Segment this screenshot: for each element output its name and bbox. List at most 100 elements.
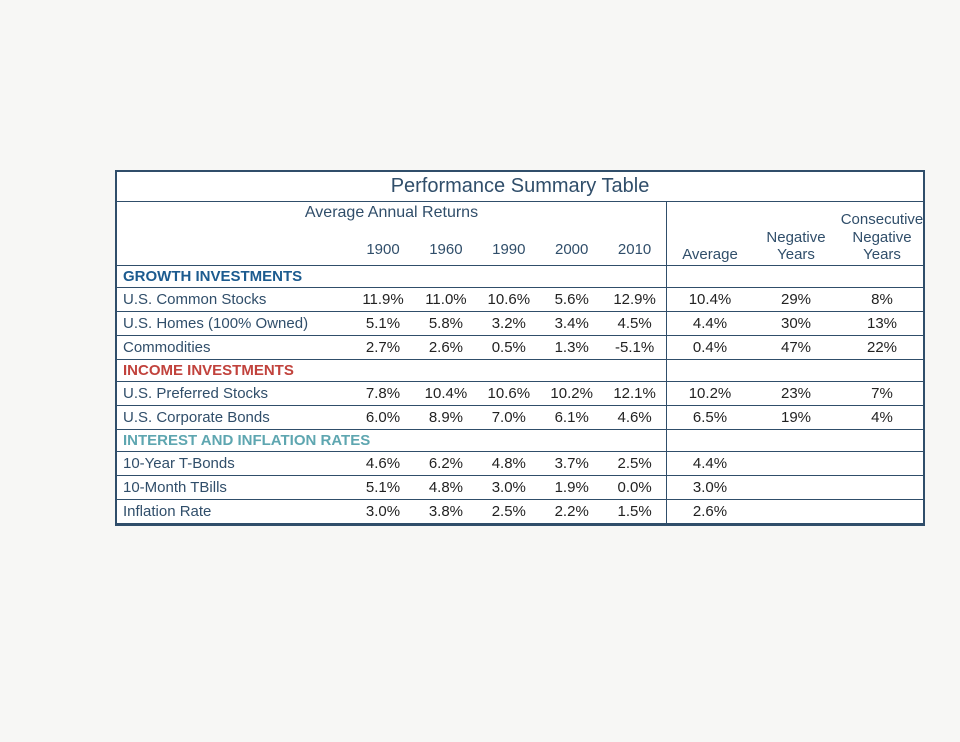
section-header: INCOME INVESTMENTS xyxy=(117,359,923,381)
cell-value: 3.0% xyxy=(667,476,753,499)
section-label: GROWTH INVESTMENTS xyxy=(117,266,666,287)
year-col-1990: 1990 xyxy=(477,241,540,258)
year-columns-header: 1900 1960 1990 2000 2010 xyxy=(117,223,666,260)
cell-value: 0.5% xyxy=(477,336,540,359)
cell-value: 7% xyxy=(839,382,925,405)
cell-value: 11.0% xyxy=(414,288,477,311)
row-left: Commodities2.7%2.6%0.5%1.3%-5.1% xyxy=(117,336,667,359)
average-annual-returns-label: Average Annual Returns xyxy=(117,202,666,223)
cell-value: 7.8% xyxy=(352,382,415,405)
cell-value: 2.5% xyxy=(477,500,540,523)
table-row: U.S. Common Stocks11.9%11.0%10.6%5.6%12.… xyxy=(117,287,923,311)
row-label: U.S. Corporate Bonds xyxy=(117,406,352,429)
cell-value: 22% xyxy=(839,336,925,359)
cell-value: 10.2% xyxy=(667,382,753,405)
cell-value: 12.9% xyxy=(603,288,666,311)
year-col-1960: 1960 xyxy=(414,241,477,258)
cell-value: 10.2% xyxy=(540,382,603,405)
row-left: U.S. Preferred Stocks7.8%10.4%10.6%10.2%… xyxy=(117,382,667,405)
cell-value: 3.0% xyxy=(352,500,415,523)
col-consecutive-negative-years: Consecutive Negative Years xyxy=(839,211,925,263)
cell-value: 4.8% xyxy=(477,452,540,475)
cell-value: 3.7% xyxy=(540,452,603,475)
cell-value: 19% xyxy=(753,406,839,429)
table-title: Performance Summary Table xyxy=(117,172,923,202)
section-header: INTEREST AND INFLATION RATES xyxy=(117,429,923,451)
cell-value xyxy=(839,452,925,475)
table-row: Commodities2.7%2.6%0.5%1.3%-5.1%0.4%47%2… xyxy=(117,335,923,359)
cell-value: 5.8% xyxy=(414,312,477,335)
cell-value: 10.6% xyxy=(477,382,540,405)
cell-value xyxy=(753,476,839,499)
section-header-left: INCOME INVESTMENTS xyxy=(117,360,667,381)
row-left: 10-Year T-Bonds4.6%6.2%4.8%3.7%2.5% xyxy=(117,452,667,475)
cell-value xyxy=(839,500,925,523)
table-row: 10-Month TBills5.1%4.8%3.0%1.9%0.0%3.0% xyxy=(117,475,923,499)
cell-value: 4.4% xyxy=(667,452,753,475)
left-header-block: Average Annual Returns 1900 1960 1990 20… xyxy=(117,202,667,265)
cell-value: 12.1% xyxy=(603,382,666,405)
cell-value: 4.6% xyxy=(352,452,415,475)
cell-value xyxy=(753,500,839,523)
section-header-right xyxy=(667,360,923,381)
cell-value: 3.0% xyxy=(477,476,540,499)
cell-value: 4% xyxy=(839,406,925,429)
cell-value: 6.1% xyxy=(540,406,603,429)
cell-value: 6.5% xyxy=(667,406,753,429)
cell-value: 3.8% xyxy=(414,500,477,523)
cell-value: 5.6% xyxy=(540,288,603,311)
col-negative-years: Negative Years xyxy=(753,229,839,264)
table-row: U.S. Homes (100% Owned)5.1%5.8%3.2%3.4%4… xyxy=(117,311,923,335)
year-col-2010: 2010 xyxy=(603,241,666,258)
cell-value: 2.7% xyxy=(352,336,415,359)
cell-value xyxy=(753,452,839,475)
row-right: 2.6% xyxy=(667,500,925,523)
cell-value: 2.6% xyxy=(414,336,477,359)
cell-value: 1.3% xyxy=(540,336,603,359)
section-label: INCOME INVESTMENTS xyxy=(117,360,666,381)
cell-value: 8% xyxy=(839,288,925,311)
cell-value: 2.5% xyxy=(603,452,666,475)
section-header-right xyxy=(667,430,923,451)
cell-value: 23% xyxy=(753,382,839,405)
cell-value: 0.0% xyxy=(603,476,666,499)
row-left: U.S. Corporate Bonds6.0%8.9%7.0%6.1%4.6% xyxy=(117,406,667,429)
row-right: 0.4%47%22% xyxy=(667,336,925,359)
row-left: Inflation Rate3.0%3.8%2.5%2.2%1.5% xyxy=(117,500,667,523)
cell-value: 10.6% xyxy=(477,288,540,311)
row-label: U.S. Preferred Stocks xyxy=(117,382,352,405)
cell-value: 6.2% xyxy=(414,452,477,475)
row-right: 3.0% xyxy=(667,476,925,499)
row-left: 10-Month TBills5.1%4.8%3.0%1.9%0.0% xyxy=(117,476,667,499)
row-label: 10-Month TBills xyxy=(117,476,352,499)
row-label: 10-Year T-Bonds xyxy=(117,452,352,475)
cell-value: 5.1% xyxy=(352,476,415,499)
cell-value: 1.5% xyxy=(603,500,666,523)
cell-value: 5.1% xyxy=(352,312,415,335)
cell-value xyxy=(839,476,925,499)
section-header-right xyxy=(667,266,923,287)
label-column-header xyxy=(117,241,352,258)
cell-value: 29% xyxy=(753,288,839,311)
cell-value: 10.4% xyxy=(667,288,753,311)
row-right: 4.4% xyxy=(667,452,925,475)
row-label: Inflation Rate xyxy=(117,500,352,523)
cell-value: 0.4% xyxy=(667,336,753,359)
cell-value: 4.4% xyxy=(667,312,753,335)
cell-value: 4.8% xyxy=(414,476,477,499)
col-average: Average xyxy=(667,246,753,263)
cell-value: 30% xyxy=(753,312,839,335)
performance-summary-table: Performance Summary Table Average Annual… xyxy=(115,170,925,526)
row-left: U.S. Common Stocks11.9%11.0%10.6%5.6%12.… xyxy=(117,288,667,311)
row-right: 10.2%23%7% xyxy=(667,382,925,405)
section-header-left: GROWTH INVESTMENTS xyxy=(117,266,667,287)
cell-value: 47% xyxy=(753,336,839,359)
cell-value: 4.6% xyxy=(603,406,666,429)
table-body: GROWTH INVESTMENTSU.S. Common Stocks11.9… xyxy=(117,265,923,523)
year-col-2000: 2000 xyxy=(540,241,603,258)
cell-value: 13% xyxy=(839,312,925,335)
cell-value: 3.2% xyxy=(477,312,540,335)
row-right: 6.5%19%4% xyxy=(667,406,925,429)
cell-value: 3.4% xyxy=(540,312,603,335)
cell-value: -5.1% xyxy=(603,336,666,359)
